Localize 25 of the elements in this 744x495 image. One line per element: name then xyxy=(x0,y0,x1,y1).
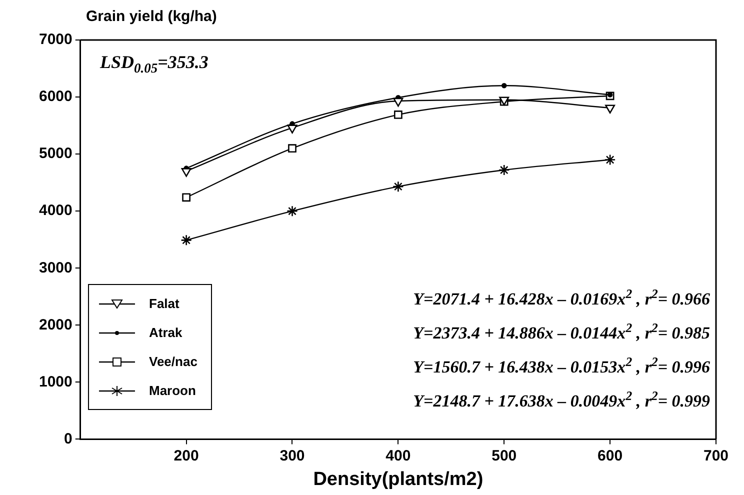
y-tick-label: 3000 xyxy=(38,259,72,276)
y-tick-label: 5000 xyxy=(38,145,72,162)
annotation: LSD$_{0.05}$=353.3 xyxy=(100,52,208,77)
x-axis-title: Density(plants/m2) xyxy=(313,468,484,490)
legend-label: Atrak xyxy=(149,325,182,340)
legend-label: Falat xyxy=(149,296,180,311)
y-tick-label: 1000 xyxy=(38,373,72,390)
x-tick-label: 600 xyxy=(598,447,623,464)
x-tick-label: 200 xyxy=(174,447,199,464)
y-tick-label: 0 xyxy=(64,430,72,448)
y-tick-label: 7000 xyxy=(38,31,72,48)
x-tick-label: 700 xyxy=(703,447,729,464)
y-axis-title: Grain yield (kg/ha) xyxy=(86,8,217,25)
x-tick-label: 500 xyxy=(492,447,517,464)
y-tick-label: 4000 xyxy=(38,202,72,220)
x-tick-label: 300 xyxy=(280,447,305,464)
y-tick-label: 6000 xyxy=(38,88,72,106)
x-tick-label: 400 xyxy=(386,447,411,464)
legend-label: Maroon xyxy=(149,383,196,398)
annotation: Y=2148.7 + 17.638x – 0.0049x$^{2}$ , r$^{2}$= 0.999 xyxy=(413,388,710,414)
annotation: Y=2071.4 + 16.428x – 0.0169x$^{2}$ , r$^{2}$= 0.966 xyxy=(413,286,710,311)
annotation: Y=2373.4 + 14.886x – 0.0144x$^{2}$ , r$^{2}$= 0.985 xyxy=(413,320,710,345)
legend-label: Vee/nac xyxy=(149,354,198,369)
annotation: Y=1560.7 + 16.438x – 0.0153x$^{2}$ , r$^{2}$= 0.996 xyxy=(413,354,710,379)
y-tick-label: 2000 xyxy=(38,316,72,334)
